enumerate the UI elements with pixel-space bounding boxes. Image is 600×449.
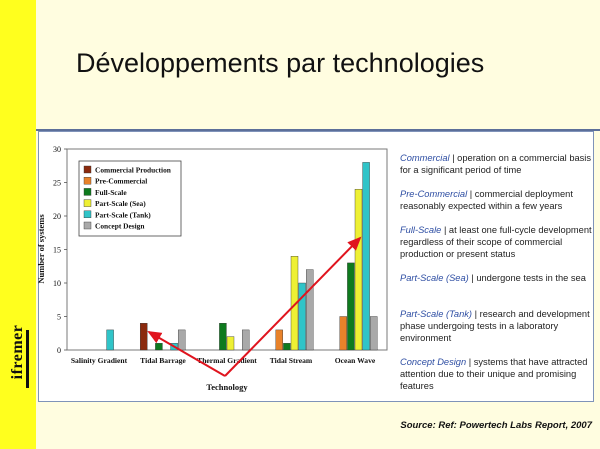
definition-term: Commercial bbox=[400, 153, 450, 163]
definition-text: | research and development phase undergo… bbox=[400, 309, 590, 343]
bar bbox=[283, 343, 291, 351]
definition-text: | operation on a commercial basis for a … bbox=[400, 153, 592, 175]
legend-swatch bbox=[83, 199, 92, 207]
x-tick-label: Tidal Stream bbox=[270, 356, 313, 365]
legend-label: Concept Design bbox=[95, 222, 144, 231]
bar bbox=[219, 323, 227, 351]
bar bbox=[298, 282, 306, 351]
legend-label: Part-Scale (Sea) bbox=[95, 199, 146, 208]
x-tick-label: Ocean Wave bbox=[335, 356, 376, 365]
slide-title: Développements par technologies bbox=[76, 48, 485, 78]
definition-term: Concept Design bbox=[400, 357, 467, 367]
bar bbox=[241, 329, 250, 351]
annotation-arrow-left bbox=[147, 330, 226, 377]
legend-swatch bbox=[83, 221, 92, 230]
x-tick-label: Thermal Gradient bbox=[197, 356, 257, 365]
definition-term: Part-Scale (Sea) bbox=[400, 273, 469, 283]
definition-item: Part-Scale (Tank) | research and develop… bbox=[400, 308, 592, 344]
definition-item: Commercial | operation on a commercial b… bbox=[400, 152, 592, 176]
definition-item: Pre-Commercial | commercial deployment r… bbox=[400, 188, 592, 212]
definition-item: Concept Design | systems that have attra… bbox=[400, 356, 592, 392]
y-tick-label: 25 bbox=[53, 179, 61, 188]
bar bbox=[339, 316, 347, 351]
bar bbox=[362, 162, 370, 351]
definition-item: Part-Scale (Sea) | undergone tests in th… bbox=[400, 272, 592, 284]
y-tick-label: 30 bbox=[53, 145, 61, 154]
definition-term: Full-Scale bbox=[400, 225, 442, 235]
x-tick-label: Salinity Gradient bbox=[71, 356, 128, 365]
legend-swatch bbox=[83, 165, 92, 174]
legend-label: Pre-Commercial bbox=[95, 177, 147, 186]
legend: Commercial Production Pre-Commercial Full-… bbox=[78, 160, 182, 237]
legend-label: Full-Scale bbox=[95, 188, 127, 197]
bar bbox=[155, 343, 163, 351]
sidebar-strip bbox=[0, 0, 36, 449]
y-tick-label: 15 bbox=[53, 246, 61, 255]
bar bbox=[290, 256, 299, 351]
y-tick-label: 10 bbox=[53, 279, 61, 288]
bar bbox=[354, 188, 363, 351]
bar bbox=[370, 316, 378, 351]
legend-swatch bbox=[83, 188, 92, 196]
definition-text: | undergone tests in the sea bbox=[471, 273, 586, 283]
bar bbox=[139, 323, 148, 351]
x-axis-label: Technology bbox=[206, 382, 248, 392]
x-tick-label: Tidal Barrage bbox=[140, 356, 186, 365]
definition-text: | commercial deployment reasonably expec… bbox=[400, 189, 573, 211]
definition-term: Pre-Commercial bbox=[400, 189, 468, 199]
y-tick-label: 0 bbox=[57, 346, 61, 355]
legend-swatch bbox=[83, 176, 92, 185]
legend-swatch bbox=[83, 210, 92, 219]
bar bbox=[106, 329, 114, 351]
bar bbox=[177, 329, 186, 351]
bar bbox=[347, 262, 355, 351]
definition-text: | systems that have attracted attention … bbox=[400, 357, 588, 391]
logo-bar bbox=[26, 330, 29, 388]
bar bbox=[306, 269, 314, 351]
legend-label: Part-Scale (Tank) bbox=[95, 210, 151, 219]
definition-text: | at least one full-cycle development re… bbox=[400, 225, 592, 259]
bar bbox=[275, 329, 283, 351]
y-axis-label: Number of systems bbox=[36, 214, 46, 284]
legend-label: Commercial Production bbox=[95, 166, 171, 175]
y-tick-label: 5 bbox=[57, 313, 61, 322]
bar bbox=[226, 336, 235, 351]
definition-item: Full-Scale | at least one full-cycle dev… bbox=[400, 224, 592, 260]
y-tick-label: 20 bbox=[53, 212, 61, 221]
panel-top-rule bbox=[36, 129, 600, 131]
annotation-arrow-right bbox=[224, 236, 362, 377]
definition-term: Part-Scale (Tank) bbox=[400, 309, 472, 319]
source-citation: Source: Ref: Powertech Labs Report, 2007 bbox=[400, 420, 592, 431]
